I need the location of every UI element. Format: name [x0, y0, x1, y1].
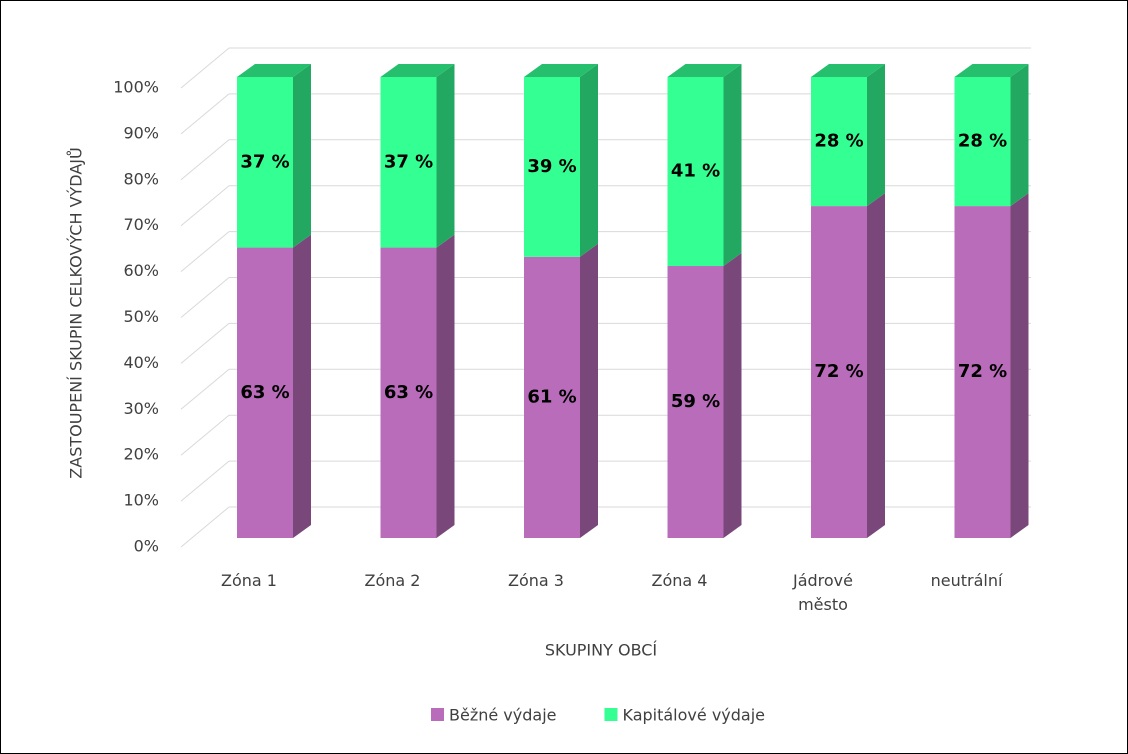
bar-side	[436, 234, 455, 538]
data-label: 28 %	[958, 131, 1007, 152]
data-label: 59 %	[671, 391, 720, 412]
grid-line	[180, 277, 230, 318]
y-tick-label: 0%	[134, 537, 159, 556]
y-axis-title: ZASTOUPENÍ SKUPIN CELKOVÝCH VÝDAJŮ	[67, 147, 86, 478]
bar-top	[954, 64, 1029, 77]
y-tick-label: 80%	[123, 169, 159, 188]
bar	[954, 206, 1011, 538]
bar-side	[867, 64, 885, 207]
grid-line	[180, 47, 230, 89]
bar-side	[580, 243, 598, 539]
bar-top	[667, 64, 742, 77]
data-label: 28 %	[814, 131, 863, 152]
legend-label: Běžné výdaje	[449, 706, 556, 725]
x-tick-label: neutrální	[930, 571, 1003, 590]
bar	[524, 77, 580, 257]
y-tick-label: 100%	[113, 78, 159, 97]
legend-swatch	[431, 708, 444, 721]
data-label: 61 %	[527, 386, 576, 407]
grid-line	[180, 506, 230, 548]
bar-side	[293, 234, 311, 538]
bar-side	[1010, 193, 1029, 538]
y-tick-label: 90%	[123, 123, 159, 142]
bar-top	[811, 64, 885, 77]
x-tick-label: Zóna 1	[221, 571, 277, 590]
bar	[237, 77, 293, 248]
y-tick-label: 30%	[123, 399, 159, 418]
bar-side	[723, 253, 742, 538]
bar	[667, 77, 724, 267]
x-tick-label: Jádrové město	[792, 571, 853, 614]
bar	[524, 256, 580, 538]
y-tick-label: 70%	[123, 215, 159, 234]
bar-top	[524, 64, 598, 77]
y-tick-label: 60%	[123, 261, 159, 280]
grid-line	[180, 139, 230, 181]
data-label: 63 %	[240, 382, 289, 403]
bar-side	[293, 64, 311, 248]
y-tick-label: 40%	[123, 353, 159, 372]
y-tick-label: 50%	[123, 307, 159, 326]
bar-side	[580, 64, 598, 257]
bar	[954, 77, 1011, 207]
data-label: 63 %	[384, 382, 433, 403]
bar	[811, 77, 867, 207]
grid-line	[180, 323, 230, 364]
grid-line	[180, 368, 230, 410]
y-tick-label: 10%	[123, 491, 159, 510]
bar	[811, 206, 867, 538]
data-label: 72 %	[814, 361, 863, 382]
grid-line	[180, 414, 230, 456]
bar	[667, 266, 724, 538]
bar-top	[237, 64, 311, 77]
data-label: 37 %	[240, 151, 289, 172]
bar-top	[380, 64, 455, 77]
bar	[237, 247, 293, 538]
x-tick-label: Zóna 3	[508, 571, 564, 590]
data-label: 41 %	[671, 161, 720, 182]
x-tick-label: Zóna 4	[651, 571, 708, 590]
bar	[380, 247, 437, 538]
data-label: 37 %	[384, 151, 433, 172]
data-label: 39 %	[527, 156, 576, 177]
grid-line	[180, 93, 230, 135]
y-tick-label: 20%	[123, 445, 159, 464]
bar-side	[1010, 64, 1029, 207]
bar-side	[867, 193, 885, 538]
bar	[380, 77, 437, 248]
data-label: 72 %	[958, 361, 1007, 382]
bar-side	[436, 64, 455, 248]
grid-line	[180, 185, 230, 227]
grid-line	[180, 460, 230, 502]
legend-swatch	[604, 708, 618, 721]
x-axis-title: SKUPINY OBCÍ	[545, 641, 658, 660]
grid-line	[180, 231, 230, 272]
bar-side	[723, 64, 742, 267]
legend-label: Kapitálové výdaje	[622, 706, 765, 725]
x-tick-label: Zóna 2	[364, 571, 421, 590]
